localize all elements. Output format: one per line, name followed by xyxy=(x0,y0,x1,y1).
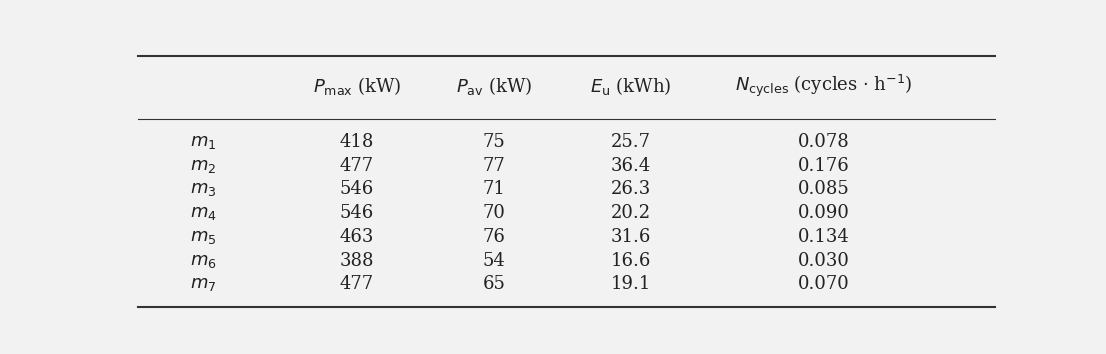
Text: 418: 418 xyxy=(340,133,374,151)
Text: $m_1$: $m_1$ xyxy=(190,133,216,151)
Text: 54: 54 xyxy=(482,252,505,269)
Text: 0.078: 0.078 xyxy=(799,133,849,151)
Text: 0.090: 0.090 xyxy=(799,204,849,222)
Text: $m_5$: $m_5$ xyxy=(190,228,216,246)
Text: 77: 77 xyxy=(482,157,505,175)
Text: 36.4: 36.4 xyxy=(611,157,651,175)
Text: 31.6: 31.6 xyxy=(611,228,651,246)
Text: 25.7: 25.7 xyxy=(612,133,651,151)
Text: 388: 388 xyxy=(340,252,374,269)
Text: 0.176: 0.176 xyxy=(799,157,849,175)
Text: 477: 477 xyxy=(340,157,374,175)
Text: 65: 65 xyxy=(482,275,505,293)
Text: $m_7$: $m_7$ xyxy=(190,275,216,293)
Text: 19.1: 19.1 xyxy=(611,275,651,293)
Text: $N_{\mathrm{cycles}}$ (cycles $\cdot$ h$^{-1}$): $N_{\mathrm{cycles}}$ (cycles $\cdot$ h$… xyxy=(735,73,912,99)
Text: 20.2: 20.2 xyxy=(611,204,651,222)
Text: 0.134: 0.134 xyxy=(799,228,849,246)
Text: 546: 546 xyxy=(340,204,374,222)
Text: $E_{\mathrm{u}}$ (kWh): $E_{\mathrm{u}}$ (kWh) xyxy=(591,75,671,97)
Text: 76: 76 xyxy=(482,228,505,246)
Text: 0.070: 0.070 xyxy=(799,275,849,293)
Text: $m_6$: $m_6$ xyxy=(190,252,217,269)
Text: 26.3: 26.3 xyxy=(611,181,651,198)
Text: 70: 70 xyxy=(482,204,505,222)
Text: $m_4$: $m_4$ xyxy=(190,204,217,222)
Text: $P_{\mathrm{max}}$ (kW): $P_{\mathrm{max}}$ (kW) xyxy=(313,75,401,97)
Text: 0.085: 0.085 xyxy=(799,181,849,198)
Text: 71: 71 xyxy=(482,181,505,198)
Text: 16.6: 16.6 xyxy=(611,252,651,269)
Text: $m_3$: $m_3$ xyxy=(190,181,216,198)
Text: 546: 546 xyxy=(340,181,374,198)
Text: $P_{\mathrm{av}}$ (kW): $P_{\mathrm{av}}$ (kW) xyxy=(456,75,532,97)
Text: 463: 463 xyxy=(340,228,374,246)
Text: 477: 477 xyxy=(340,275,374,293)
Text: $m_2$: $m_2$ xyxy=(190,157,216,175)
Text: 75: 75 xyxy=(482,133,505,151)
Text: 0.030: 0.030 xyxy=(799,252,849,269)
